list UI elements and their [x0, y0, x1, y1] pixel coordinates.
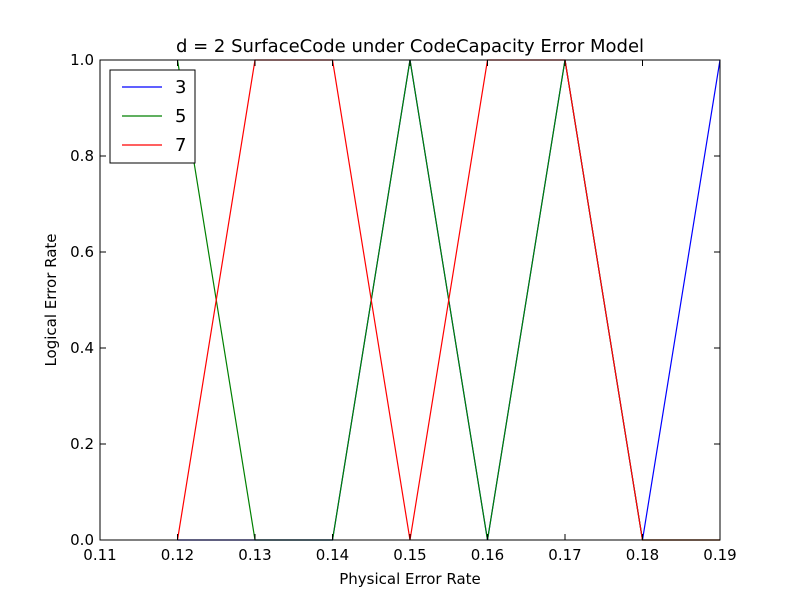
- x-tick-label: 0.13: [238, 546, 271, 564]
- y-tick-label: 0.8: [70, 147, 94, 165]
- x-axis-title: Physical Error Rate: [339, 570, 481, 588]
- x-tick-label: 0.19: [703, 546, 736, 564]
- x-tick-label: 0.14: [316, 546, 349, 564]
- x-tick-label: 0.15: [393, 546, 426, 564]
- y-tick-label: 0.6: [70, 243, 94, 261]
- x-tick-label: 0.17: [548, 546, 581, 564]
- y-axis-title: Logical Error Rate: [42, 233, 60, 366]
- legend-label-7: 7: [175, 135, 186, 156]
- ticks-layer: 0.11 0.12 0.13 0.14 0.15 0.16 0.17 0.18 0.19 0.0 0…: [70, 51, 737, 564]
- y-tick-label: 1.0: [70, 51, 94, 69]
- x-tick-label: 0.12: [161, 546, 194, 564]
- x-tick-label: 0.11: [83, 546, 116, 564]
- chart-title: d = 2 SurfaceCode under CodeCapacity Err…: [176, 36, 644, 57]
- legend-label-5: 5: [175, 106, 186, 127]
- y-tick-label: 0.2: [70, 435, 94, 453]
- x-tick-label: 0.18: [626, 546, 659, 564]
- plot-frame: [99, 59, 721, 541]
- y-tick-label: 0.4: [70, 339, 94, 357]
- x-tick-label: 0.16: [471, 546, 504, 564]
- y-tick-label: 0.0: [70, 531, 94, 549]
- legend-label-3: 3: [175, 77, 186, 98]
- legend: 3 5 7: [109, 69, 196, 164]
